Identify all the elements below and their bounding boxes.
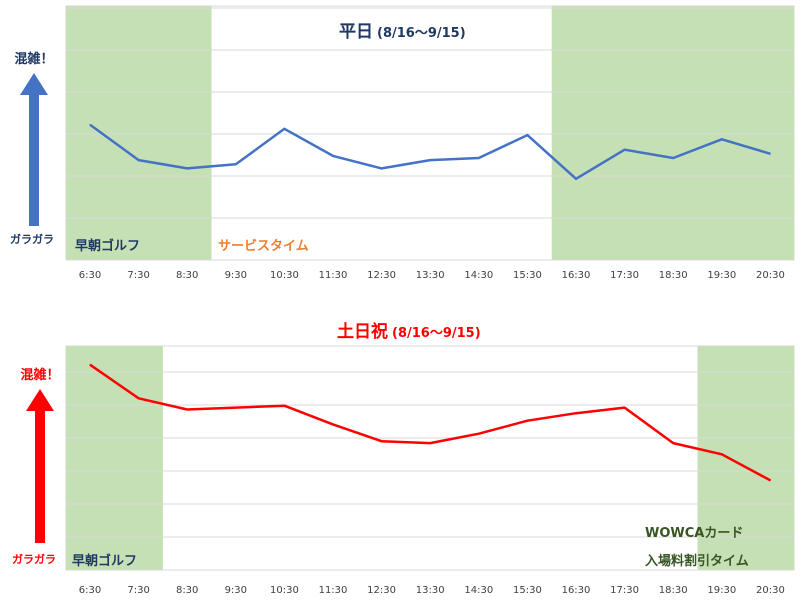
data-point-11:30 bbox=[332, 423, 334, 425]
data-point-13:30 bbox=[429, 159, 431, 161]
chart-subtitle: (8/16〜9/15) bbox=[377, 26, 466, 41]
x-tick-label: 19:30 bbox=[707, 270, 736, 281]
time-band-0 bbox=[66, 346, 163, 570]
data-point-15:30 bbox=[526, 134, 528, 136]
chart-title: 平日 bbox=[339, 22, 373, 42]
arrow-shaft bbox=[35, 410, 45, 543]
data-point-15:30 bbox=[526, 420, 528, 422]
up-arrow-icon bbox=[20, 73, 48, 95]
x-tick-label: 19:30 bbox=[707, 585, 736, 596]
x-tick-label: 9:30 bbox=[225, 585, 247, 596]
arrow-shaft bbox=[29, 94, 39, 226]
x-tick-label: 10:30 bbox=[270, 585, 299, 596]
data-point-20:30 bbox=[769, 479, 771, 481]
x-tick-label: 7:30 bbox=[127, 585, 149, 596]
data-point-16:30 bbox=[575, 178, 577, 180]
data-point-17:30 bbox=[624, 149, 626, 151]
data-point-10:30 bbox=[283, 405, 285, 407]
data-point-6:30 bbox=[89, 124, 91, 126]
data-point-10:30 bbox=[283, 128, 285, 130]
x-tick-label: 8:30 bbox=[176, 270, 198, 281]
data-point-8:30 bbox=[186, 167, 188, 169]
x-tick-label: 12:30 bbox=[367, 585, 396, 596]
data-point-14:30 bbox=[478, 433, 480, 435]
x-tick-label: 18:30 bbox=[659, 270, 688, 281]
data-point-20:30 bbox=[769, 153, 771, 155]
data-point-18:30 bbox=[672, 442, 674, 444]
x-tick-labels: 6:30 7:30 8:30 9:30 10:30 11:30 12:30 13:30 14:3… bbox=[79, 585, 785, 596]
data-point-11:30 bbox=[332, 155, 334, 157]
x-tick-label: 16:30 bbox=[562, 270, 591, 281]
band-label-early-golf: 早朝ゴルフ bbox=[72, 553, 137, 569]
busy-label: 混雑！ bbox=[20, 367, 59, 383]
discount-time-label: 入場料割引タイム bbox=[645, 553, 749, 569]
wowca-card-label: WOWCAカード bbox=[645, 526, 743, 541]
data-point-16:30 bbox=[575, 412, 577, 414]
data-point-14:30 bbox=[478, 157, 480, 159]
data-point-7:30 bbox=[138, 397, 140, 399]
data-point-18:30 bbox=[672, 157, 674, 159]
x-tick-label: 12:30 bbox=[367, 270, 396, 281]
x-tick-label: 17:30 bbox=[610, 585, 639, 596]
x-tick-label: 18:30 bbox=[659, 585, 688, 596]
time-band-0 bbox=[66, 6, 212, 260]
x-tick-label: 8:30 bbox=[176, 585, 198, 596]
data-point-19:30 bbox=[721, 453, 723, 455]
x-tick-label: 11:30 bbox=[319, 585, 348, 596]
x-tick-label: 14:30 bbox=[464, 270, 493, 281]
empty-label: ガラガラ bbox=[10, 232, 54, 246]
series-lines bbox=[89, 363, 771, 482]
data-point-17:30 bbox=[624, 407, 626, 409]
data-point-8:30 bbox=[186, 408, 188, 410]
x-tick-label: 17:30 bbox=[610, 270, 639, 281]
grid-lines bbox=[66, 371, 794, 571]
time-bands bbox=[66, 346, 794, 570]
x-tick-label: 13:30 bbox=[416, 585, 445, 596]
up-arrow-icon bbox=[26, 389, 54, 411]
x-tick-label: 10:30 bbox=[270, 270, 299, 281]
x-tick-label: 9:30 bbox=[225, 270, 247, 281]
x-tick-label: 20:30 bbox=[756, 585, 785, 596]
x-tick-label: 15:30 bbox=[513, 585, 542, 596]
data-point-12:30 bbox=[381, 440, 383, 442]
data-point-13:30 bbox=[429, 442, 431, 444]
chart-title: 土日祝 bbox=[337, 321, 388, 342]
x-tick-label: 15:30 bbox=[513, 270, 542, 281]
chart-subtitle: (8/16〜9/15) bbox=[392, 326, 481, 341]
x-tick-label: 6:30 bbox=[79, 270, 101, 281]
x-tick-label: 20:30 bbox=[756, 270, 785, 281]
busy-label: 混雑！ bbox=[14, 51, 53, 67]
x-tick-label: 16:30 bbox=[562, 585, 591, 596]
x-tick-label: 6:30 bbox=[79, 585, 101, 596]
data-point-9:30 bbox=[235, 407, 237, 409]
data-point-7:30 bbox=[138, 159, 140, 161]
empty-label: ガラガラ bbox=[12, 552, 56, 566]
time-band-1 bbox=[697, 346, 794, 570]
service-time-label: サービスタイム bbox=[218, 238, 309, 254]
data-point-9:30 bbox=[235, 163, 237, 165]
data-point-12:30 bbox=[381, 167, 383, 169]
data-point-6:30 bbox=[89, 364, 91, 366]
x-tick-label: 7:30 bbox=[127, 270, 149, 281]
x-tick-labels: 6:30 7:30 8:30 9:30 10:30 11:30 12:30 13:30 14:3… bbox=[79, 270, 785, 281]
weekend-chart: 6:30 7:30 8:30 9:30 10:30 11:30 12:30 13:30 14:3… bbox=[12, 321, 795, 596]
band-label-early-golf: 早朝ゴルフ bbox=[75, 238, 140, 254]
weekday-chart: 6:30 7:30 8:30 9:30 10:30 11:30 12:30 13:30 14:3… bbox=[10, 5, 795, 281]
x-tick-label: 13:30 bbox=[416, 270, 445, 281]
data-point-19:30 bbox=[721, 138, 723, 140]
series-lines bbox=[89, 123, 771, 181]
x-tick-label: 11:30 bbox=[319, 270, 348, 281]
time-band-1 bbox=[551, 6, 794, 260]
grid-lines bbox=[66, 7, 794, 261]
x-tick-label: 14:30 bbox=[464, 585, 493, 596]
